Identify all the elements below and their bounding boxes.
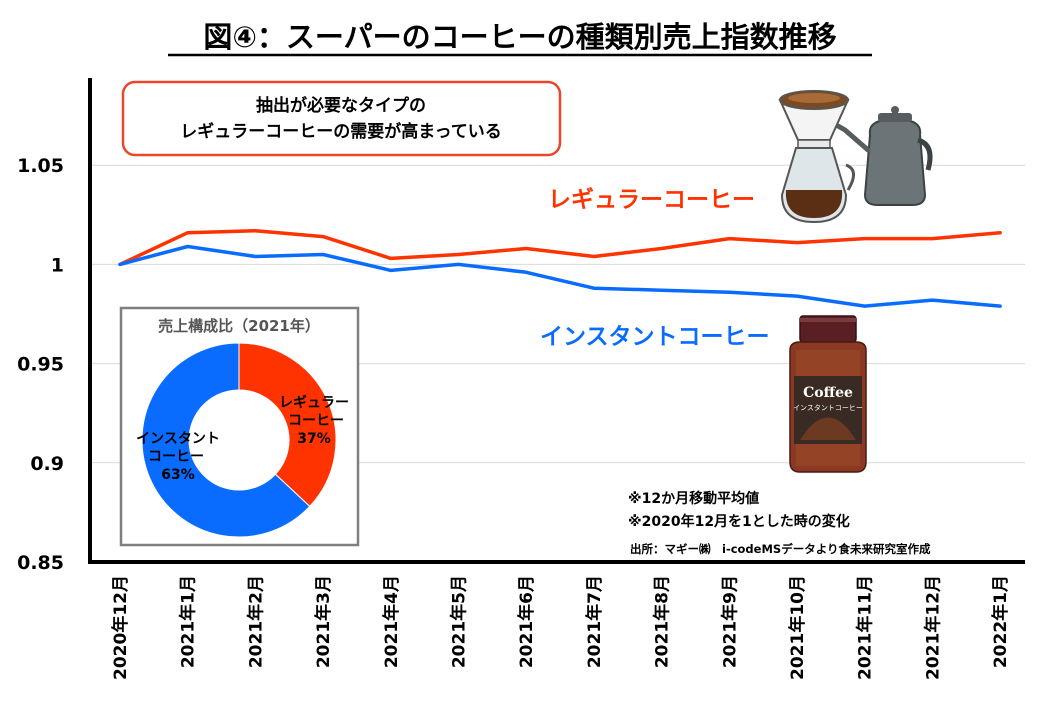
callout-box [121, 80, 562, 157]
chart-title: 図④：スーパーのコーヒーの種類別売上指数推移 [203, 20, 836, 54]
series-line-0 [118, 228, 1002, 267]
x-tick-3: 2021年3月 [313, 575, 334, 668]
x-tick-11: 2021年11月 [855, 575, 876, 680]
x-tick-5: 2021年5月 [449, 575, 470, 668]
jar-brand: Coffee [803, 385, 853, 401]
x-tick-10: 2021年10月 [787, 575, 808, 680]
callout-line-2: レギュラーコーヒーの需要が高まっている [180, 121, 501, 142]
y-tick-4: 1.05 [17, 155, 64, 177]
source-note: 出所：マギー㈱ i-codeMSデータより食未来研究室作成 [630, 542, 931, 556]
series-line-1 [118, 244, 1002, 308]
jar-subtitle: インスタントコーヒー [793, 403, 863, 412]
note-1: ※12か月移動平均値 [628, 490, 759, 507]
callout-line-1: 抽出が必要なタイプの [256, 95, 426, 116]
y-tick-labels: 0.85 0.9 0.95 1 1.05 [17, 155, 64, 574]
x-tick-12: 2021年12月 [922, 575, 943, 680]
series-label-instant: インスタントコーヒー [540, 324, 770, 350]
y-tick-3: 1 [51, 254, 64, 276]
x-tick-1: 2021年1月 [178, 575, 199, 668]
pie-label-instant: インスタント コーヒー 63% [136, 431, 220, 483]
pie-label-regular: レギュラー コーヒー 37% [279, 394, 349, 447]
pie-slice-0 [238, 342, 337, 508]
pie-label-regular-line-1: レギュラー [279, 394, 349, 411]
note-2: ※2020年12月を1とした時の変化 [628, 513, 850, 530]
x-tick-6: 2021年6月 [516, 575, 537, 668]
y-tick-0: 0.85 [17, 552, 64, 574]
x-tick-8: 2021年8月 [652, 575, 673, 668]
y-tick-1: 0.9 [30, 453, 64, 475]
y-tick-2: 0.95 [17, 354, 64, 376]
x-tick-4: 2021年4月 [381, 575, 402, 668]
pie-chart: 売上構成比（2021年） レギュラー コーヒー 37% インスタント コーヒー … [119, 306, 360, 547]
x-tick-0: 2020年12月 [110, 575, 131, 680]
coffee-dripper-icon [778, 90, 933, 224]
series-lines [118, 228, 1002, 308]
x-tick-2: 2021年2月 [245, 575, 266, 668]
callout: 抽出が必要なタイプの レギュラーコーヒーの需要が高まっている [121, 80, 562, 157]
series-label-regular: レギュラーコーヒー [548, 187, 755, 213]
instant-coffee-jar-icon: Coffee インスタントコーヒー [789, 315, 867, 473]
pie-label-regular-line-3: 37% [297, 431, 331, 447]
x-tick-9: 2021年9月 [719, 575, 740, 668]
pie-label-instant-line-3: 63% [161, 467, 195, 483]
x-tick-7: 2021年7月 [584, 575, 605, 668]
x-tick-13: 2022年1月 [990, 575, 1011, 668]
pie-slice-1 [141, 342, 311, 538]
x-tick-labels: 2020年12月 2021年1月 2021年2月 2021年3月 2021年4月 2021… [110, 575, 1011, 680]
pie-title: 売上構成比（2021年） [158, 317, 320, 335]
pie-slices [141, 342, 337, 538]
pie-label-instant-line-2: コーヒー [148, 449, 204, 465]
pie-label-regular-line-2: コーヒー [288, 413, 344, 429]
pie-label-instant-line-1: インスタント [136, 431, 220, 447]
